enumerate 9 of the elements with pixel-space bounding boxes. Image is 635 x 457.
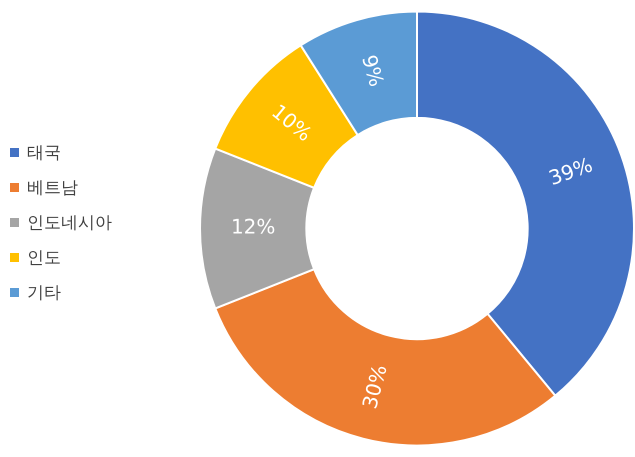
legend-label: 인도	[27, 247, 61, 269]
legend-label: 베트남	[27, 177, 78, 199]
legend-label: 인도네시아	[27, 212, 112, 234]
legend-label: 태국	[27, 142, 61, 164]
data-label: 9%	[357, 52, 389, 90]
data-label: 39%	[546, 152, 596, 190]
legend-label: 기타	[27, 282, 61, 304]
data-label: 12%	[230, 214, 276, 239]
data-label: 30%	[357, 362, 392, 412]
